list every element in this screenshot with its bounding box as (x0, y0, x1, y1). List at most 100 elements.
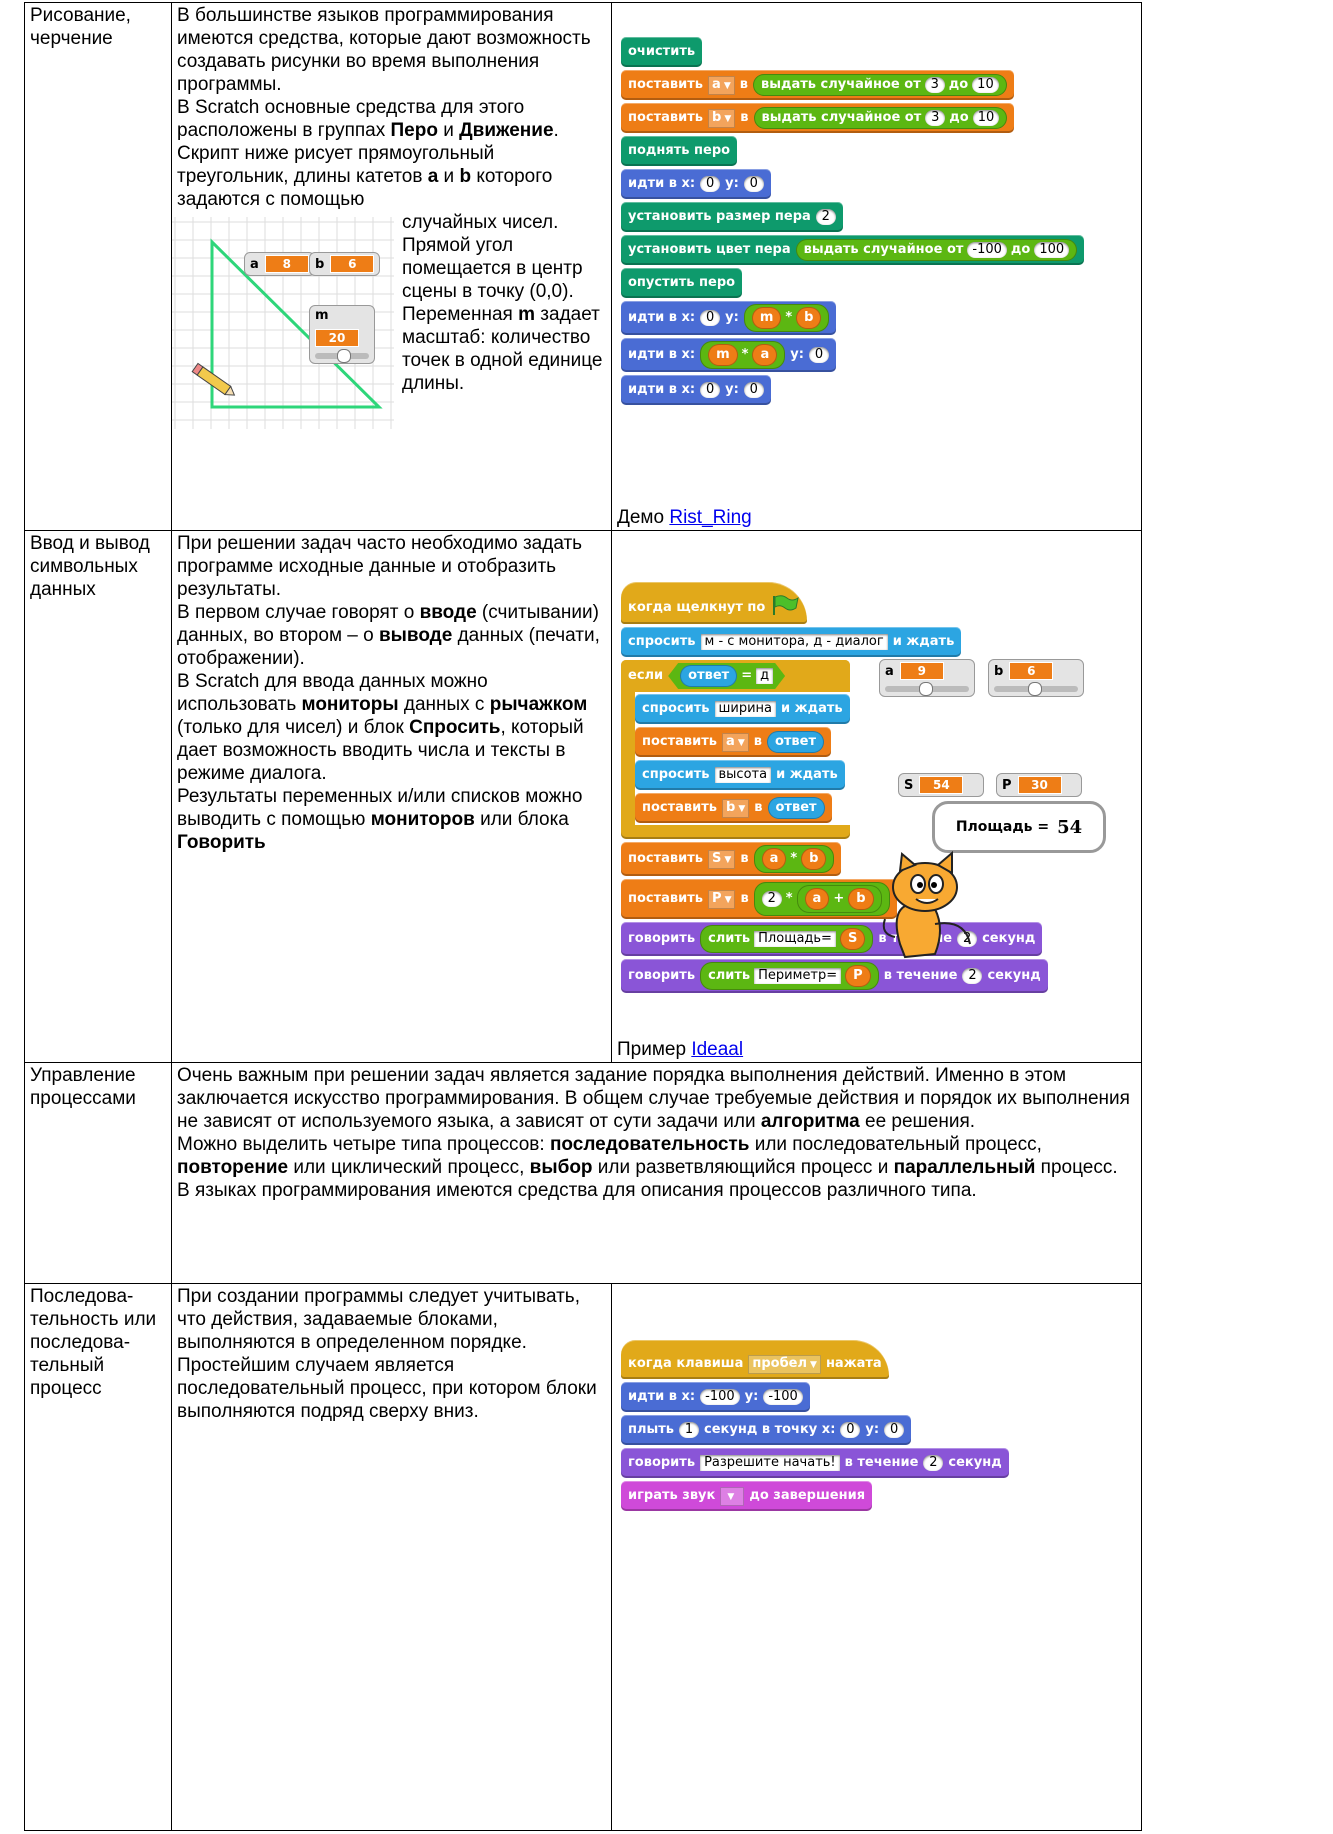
block-label: секунд (948, 1455, 1002, 1470)
monitor-value: 6 (1009, 662, 1054, 680)
monitor-value: 8 (264, 255, 309, 273)
reporter: a + b (796, 885, 882, 913)
text-run: процесс. (1035, 1157, 1118, 1178)
block-label: ответ (688, 668, 730, 683)
bold-text: мониторов (370, 809, 475, 830)
block-label: a (760, 347, 770, 362)
block-label: слить (708, 968, 751, 983)
text-run: и (438, 166, 460, 187)
block-label: = (741, 668, 753, 683)
block: идти в x: -100 y: -100 (621, 1382, 810, 1412)
block-label: до (949, 110, 969, 125)
caption: Пример Ideaal (617, 1038, 743, 1061)
block-label: в (754, 800, 763, 815)
link[interactable]: Rist_Ring (669, 507, 752, 528)
paragraph: Скрипт ниже рисует прямоугольный треугол… (177, 142, 606, 211)
text-run: данных с (398, 694, 490, 715)
reporter: a (752, 344, 778, 366)
block-label: в течение (844, 1455, 919, 1470)
row-label: Рисование, черчение (24, 2, 172, 531)
block-label: выдать случайное от (760, 77, 921, 92)
text-run: Демо (617, 507, 670, 528)
monitor-name: a (250, 256, 259, 272)
reporter: a (761, 848, 787, 870)
block: поставить bвответ (635, 793, 832, 823)
block-label: нажата (825, 1356, 882, 1371)
block-label: ответ (775, 800, 817, 815)
block-label: очистить (628, 44, 696, 59)
boolean-reporter: ответ = д (668, 663, 785, 689)
block: поставить Pв2* a + b (621, 879, 897, 919)
block-label: секунд (987, 968, 1041, 983)
block-label: до завершения (749, 1488, 866, 1503)
block-label: говорить (628, 1455, 696, 1470)
text-run: В первом случае говорят о (177, 602, 420, 623)
block: поднять перо (621, 136, 738, 166)
block-label: идти в x: (628, 1389, 696, 1404)
reporter: m * b (743, 304, 830, 332)
block-label: поставить (628, 851, 704, 866)
bold-text: мониторы (301, 694, 399, 715)
num-input: 0 (840, 1422, 861, 1438)
text-run: При решении задач часто необходимо задат… (177, 533, 583, 600)
num-input: 0 (808, 347, 829, 363)
block-label: b (809, 851, 819, 866)
caption: Демо Rist_Ring (617, 506, 752, 529)
block: идти в x: 0 y: m * b (621, 301, 837, 335)
reporter: a (804, 888, 830, 910)
num-input: 2 (761, 891, 782, 907)
paragraph: В Scratch основные средства для этого ра… (177, 96, 606, 142)
num-input: -100 (700, 1389, 740, 1405)
row-label: Ввод и вывод символьных данных (24, 530, 172, 1063)
block-label: + (833, 891, 845, 906)
block-label: y: (725, 310, 739, 325)
block-label: в (740, 110, 749, 125)
num-input: 0 (700, 310, 721, 326)
block-label: S (847, 931, 858, 946)
num-input: -100 (763, 1389, 803, 1405)
row-text: При создании программы следует учитывать… (171, 1283, 612, 1831)
text-run: и (437, 120, 460, 141)
flag-icon (773, 595, 800, 615)
block: опустить перо (621, 268, 743, 298)
reporter: a * b (753, 845, 835, 873)
block-label: и ждать (776, 767, 838, 782)
block: спросить ширина и ждать (635, 694, 850, 724)
reporter: m (751, 307, 782, 329)
monitor-name: P (1002, 777, 1012, 793)
block-label: идти в x: (628, 382, 696, 397)
num-input: 0 (884, 1422, 905, 1438)
block-label: когда щелкнут по (628, 599, 766, 615)
bold-text: Перо (390, 120, 438, 141)
paragraph: В большинстве языков программирования им… (177, 4, 606, 96)
block: установить размер пера 2 (621, 202, 843, 232)
link[interactable]: Ideaal (691, 1039, 744, 1060)
str-input: д (756, 668, 773, 684)
block-label: идти в x: (628, 176, 696, 191)
text-run: (считывании) данных, во втором – о (177, 602, 599, 646)
cat-drawing (882, 850, 971, 959)
script: когда щелкнут по спросить м - с монитора, … (617, 532, 1136, 993)
cat-sprite (880, 849, 980, 970)
block-label: говорить (628, 931, 696, 946)
bubble-value: 54 (1057, 816, 1083, 838)
text-run: В большинстве языков программирования им… (177, 5, 591, 95)
text-run: Результаты переменных и/или списков можн… (177, 786, 583, 830)
speech-bubble: Площадь = 54 (932, 801, 1106, 853)
bold-text: рычажком (489, 694, 588, 715)
block-label: говорить (628, 968, 696, 983)
variable-monitor: P 30 (996, 773, 1082, 797)
bold-text: a (427, 166, 439, 187)
num-input: 2 (815, 209, 836, 225)
num-input: 0 (743, 382, 764, 398)
text-run: Пример (617, 1039, 692, 1060)
block-label: b (804, 310, 814, 325)
row-label: Последова-тельность или последова-тельны… (24, 1283, 172, 1831)
block-label: идти в x: (628, 347, 696, 362)
